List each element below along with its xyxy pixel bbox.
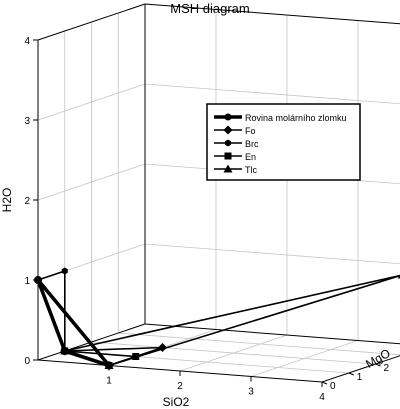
x-tick-label: 4 — [319, 392, 325, 403]
y-tick-mark — [321, 381, 328, 385]
circle-marker — [34, 276, 42, 284]
series-line-rovina-mol-rn-ho-zlomku — [36, 278, 111, 368]
legend-label: Fo — [245, 126, 256, 136]
z-axis-label: H2O — [0, 188, 14, 213]
circle-marker — [224, 113, 232, 121]
z-tick-label: 3 — [24, 116, 30, 127]
legend: Rovina molárního zlomku Fo Brc En Tlc — [206, 103, 361, 181]
z-tick-label: 2 — [24, 196, 30, 207]
legend-label: En — [245, 152, 256, 162]
z-tick-label: 0 — [24, 356, 30, 367]
y-tick-label: 1 — [357, 372, 363, 383]
x-axis-label: SiO2 — [163, 395, 190, 409]
floor-gridline — [91, 341, 376, 365]
back-wall-gridline — [144, 243, 400, 265]
circle-marker — [105, 361, 113, 370]
box-grid — [37, 9, 400, 377]
z-tick-label: 4 — [24, 36, 30, 47]
box-frame — [37, 3, 400, 383]
frame-edge — [144, 323, 400, 345]
y-tick-mark — [348, 372, 354, 376]
x-tick-label: 3 — [248, 387, 254, 398]
axis-ticks: 01234123401234 — [24, 36, 390, 403]
legend-label: Brc — [245, 139, 259, 149]
frame-edge — [144, 3, 400, 25]
triangle-marker — [397, 274, 400, 279]
series-line-tlc — [64, 274, 400, 367]
left-wall-gridline — [37, 83, 146, 121]
x-tick-label: 2 — [177, 381, 183, 392]
chart-title: MSH diagram — [170, 1, 249, 16]
z-tick-label: 1 — [24, 276, 30, 287]
back-wall-gridline — [144, 83, 400, 105]
triangle-marker — [223, 164, 233, 173]
hexagon-marker — [225, 139, 231, 147]
hexagon-marker — [61, 267, 68, 275]
y-tick-label: 0 — [330, 381, 336, 392]
floor-gridline — [250, 340, 359, 377]
floor-gridline — [118, 332, 400, 356]
legend-label: Tlc — [245, 165, 257, 175]
x-tick-label: 1 — [106, 376, 112, 387]
legend-label: Rovina molárního zlomku — [245, 113, 347, 123]
left-wall-gridline — [37, 163, 146, 201]
y-tick-label: 2 — [384, 363, 390, 374]
frame-edge — [37, 3, 146, 41]
square-marker — [224, 152, 232, 160]
y-tick-mark — [375, 363, 381, 367]
circle-marker — [60, 347, 69, 355]
series-layer — [34, 267, 400, 370]
diamond-marker — [223, 125, 233, 135]
